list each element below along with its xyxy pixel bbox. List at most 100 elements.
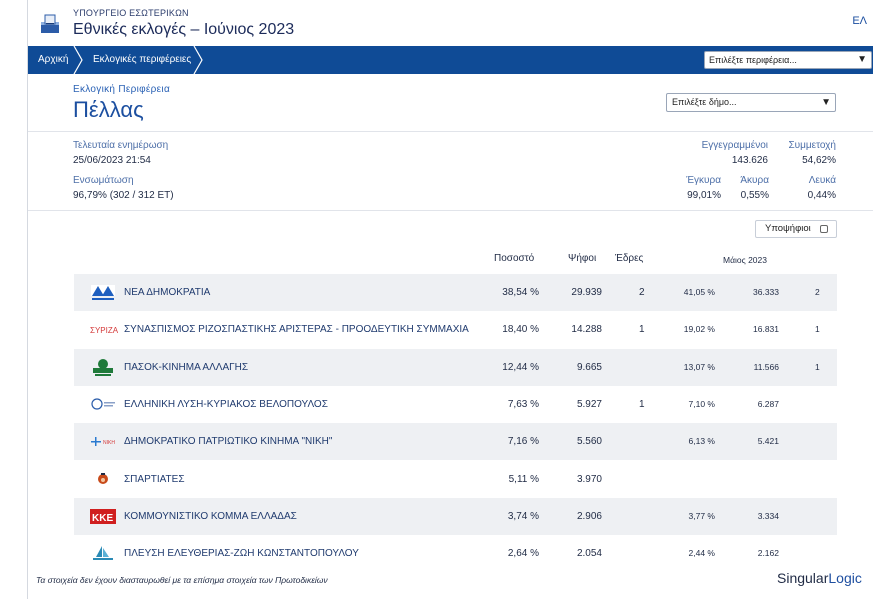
brand-logo-part: Singular	[777, 570, 829, 586]
party-votes: 29.939	[571, 287, 602, 298]
party-percent: 7,16 %	[507, 436, 539, 448]
party-row[interactable]: ΣΥΡΙΖΑ ΣΥΝΑΣΠΙΣΜΟΣ ΡΙΖΟΣΠΑΣΤΙΚΗΣ ΑΡΙΣΤΕΡΑ…	[74, 311, 837, 348]
party-percent: 3,74 %	[507, 510, 539, 522]
region-label: Εκλογική Περιφέρεια	[73, 84, 171, 95]
candidates-toggle-label: Υποψήφιοι	[765, 223, 811, 234]
region-name: Πέλλας	[73, 97, 144, 122]
page-header: ΥΠΟΥΡΓΕΙΟ ΕΣΩΤΕΡΙΚΩΝ Εθνικές εκλογές – Ι…	[28, 0, 873, 46]
checkbox-icon[interactable]	[820, 225, 828, 233]
party-prev-votes: 5.421	[757, 436, 779, 447]
last-update-label: Τελευταία ενημέρωση	[73, 140, 169, 151]
spartiates-logo	[88, 470, 118, 489]
breadcrumb-regions[interactable]: Εκλογικές περιφέρειες	[93, 54, 192, 65]
brand-logo-part: Logic	[828, 570, 862, 586]
party-votes: 14.288	[571, 324, 602, 336]
party-seats: 1	[639, 324, 645, 336]
party-prev-votes: 3.334	[757, 510, 779, 521]
party-name[interactable]: ΣΠΑΡΤΙΑΤΕΣ	[124, 473, 185, 485]
party-row[interactable]: ΠΛΕΥΣΗ ΕΛΕΥΘΕΡΙΑΣ-ΖΩΗ ΚΩΝΣΤΑΝΤΟΠΟΥΛΟΥ 2,6…	[74, 535, 837, 572]
registered-label: Εγγεγραμμένοι	[701, 140, 768, 151]
party-row[interactable]: ΣΠΑΡΤΙΑΤΕΣ 5,11 % 3.970	[74, 461, 837, 498]
party-prev-percent: 41,05 %	[683, 287, 715, 297]
party-percent: 38,54 %	[502, 287, 539, 298]
party-percent: 5,11 %	[508, 473, 539, 485]
party-prev-percent: 6,13 %	[688, 436, 715, 447]
blank-value: 0,44%	[807, 190, 836, 201]
valid-value: 99,01%	[687, 190, 721, 201]
ministry-label: ΥΠΟΥΡΓΕΙΟ ΕΣΩΤΕΡΙΚΩΝ	[73, 8, 189, 18]
results-page: ΥΠΟΥΡΓΕΙΟ ΕΣΩΤΕΡΙΚΩΝ Εθνικές εκλογές – Ι…	[27, 0, 873, 599]
party-name[interactable]: ΠΑΣΟΚ-ΚΙΝΗΜΑ ΑΛΛΑΓΗΣ	[124, 361, 249, 373]
party-percent: 12,44 %	[502, 361, 539, 373]
party-prev-seats: 1	[815, 361, 820, 372]
syriza-logo: ΣΥΡΙΖΑ	[88, 320, 119, 339]
party-prev-votes: 11.566	[753, 361, 779, 372]
party-prev-votes: 36.333	[753, 287, 779, 297]
turnout-value: 54,62%	[802, 155, 836, 166]
region-select[interactable]: Επιλέξτε περιφέρεια... ▼	[704, 51, 872, 69]
breadcrumb-home[interactable]: Αρχική	[38, 54, 69, 65]
registered-value: 143.626	[731, 155, 768, 166]
party-prev-percent: 7,10 %	[688, 398, 715, 409]
chevron-right-icon	[73, 46, 83, 74]
party-name[interactable]: ΚΟΜΜΟΥΝΙΣΤΙΚΟ ΚΟΜΜΑ ΕΛΛΑΔΑΣ	[124, 510, 297, 522]
integration-label: Ενσωμάτωση	[73, 175, 134, 186]
col-header-votes: Ψήφοι	[568, 253, 597, 264]
party-votes: 3.970	[576, 473, 602, 485]
party-prev-percent: 19,02 %	[683, 324, 715, 335]
party-seats: 2	[639, 287, 645, 298]
party-prev-percent: 13,07 %	[683, 361, 715, 372]
region-select-value: Επιλέξτε περιφέρεια...	[709, 55, 797, 65]
brand-logo: SingularLogic	[777, 570, 862, 586]
municipality-select[interactable]: Επιλέξτε δήμο... ▼	[666, 93, 836, 112]
page-title: Εθνικές εκλογές – Ιούνιος 2023	[73, 21, 295, 38]
party-percent: 7,63 %	[507, 398, 539, 410]
turnout-label: Συμμετοχή	[788, 140, 836, 151]
niki-logo: ΝΙΚΗ	[88, 432, 118, 451]
party-row[interactable]: ΕΛΛΗΝΙΚΗ ΛΥΣΗ-ΚΥΡΙΑΚΟΣ ΒΕΛΟΠΟΥΛΟΣ 7,63 % 5…	[74, 386, 837, 423]
nd-logo	[88, 283, 118, 302]
invalid-label: Άκυρα	[740, 175, 769, 186]
ballot-box-icon	[41, 14, 59, 33]
kke-logo: ΚΚΕ	[88, 507, 118, 526]
party-prev-votes: 16.831	[753, 324, 779, 335]
plefsi-logo	[88, 544, 118, 563]
party-prev-seats: 1	[815, 324, 820, 335]
party-name[interactable]: ΣΥΝΑΣΠΙΣΜΟΣ ΡΙΖΟΣΠΑΣΤΙΚΗΣ ΑΡΙΣΤΕΡΑΣ - ΠΡ…	[124, 324, 469, 336]
svg-text:ΣΥΡΙΖΑ: ΣΥΡΙΖΑ	[90, 326, 118, 335]
language-switch[interactable]: ΕΛ	[852, 15, 867, 27]
party-name[interactable]: ΕΛΛΗΝΙΚΗ ΛΥΣΗ-ΚΥΡΙΑΚΟΣ ΒΕΛΟΠΟΥΛΟΣ	[124, 398, 328, 410]
pasok-logo	[88, 358, 118, 377]
chevron-right-icon	[193, 46, 203, 74]
candidates-toggle[interactable]: Υποψήφιοι	[755, 220, 837, 238]
party-row[interactable]: ΝΕΑ ΔΗΜΟΚΡΑΤΙΑ 38,54 % 29.939 2 41,05 % 36.33…	[74, 274, 837, 311]
party-percent: 2,64 %	[507, 548, 539, 560]
valid-label: Έγκυρα	[686, 175, 721, 186]
party-prev-percent: 3,77 %	[688, 510, 715, 521]
party-name[interactable]: ΔΗΜΟΚΡΑΤΙΚΟ ΠΑΤΡΙΩΤΙΚΟ ΚΙΝΗΜΑ "ΝΙΚΗ"	[124, 436, 333, 448]
party-seats: 1	[639, 398, 645, 410]
party-votes: 5.560	[576, 436, 602, 448]
party-row[interactable]: ΠΑΣΟΚ-ΚΙΝΗΜΑ ΑΛΛΑΓΗΣ 12,44 % 9.665 13,07 % 1…	[74, 348, 837, 386]
svg-text:ΚΚΕ: ΚΚΕ	[92, 513, 113, 524]
party-prev-votes: 6.287	[757, 398, 779, 409]
party-votes: 5.927	[576, 398, 602, 410]
party-votes: 2.906	[576, 510, 602, 522]
invalid-value: 0,55%	[740, 190, 769, 201]
party-prev-votes: 2.162	[757, 548, 779, 559]
col-header-seats: Έδρες	[615, 253, 644, 264]
party-votes: 9.665	[576, 361, 602, 373]
col-header-previous: Μάιος 2023	[723, 255, 767, 265]
party-row[interactable]: ΚΚΕ ΚΟΜΜΟΥΝΙΣΤΙΚΟ ΚΟΜΜΑ ΕΛΛΑΔΑΣ 3,74 % 2.90…	[74, 497, 837, 535]
elliniki-lysi-logo	[88, 395, 118, 414]
municipality-select-value: Επιλέξτε δήμο...	[672, 97, 737, 107]
disclaimer-note: Τα στοιχεία δεν έχουν διασταυρωθεί με τα…	[36, 575, 328, 585]
party-percent: 18,40 %	[502, 324, 539, 336]
party-name[interactable]: ΝΕΑ ΔΗΜΟΚΡΑΤΙΑ	[124, 287, 211, 298]
divider	[28, 210, 873, 211]
party-name[interactable]: ΠΛΕΥΣΗ ΕΛΕΥΘΕΡΙΑΣ-ΖΩΗ ΚΩΝΣΤΑΝΤΟΠΟΥΛΟΥ	[124, 548, 359, 560]
party-row[interactable]: ΝΙΚΗ ΔΗΜΟΚΡΑΤΙΚΟ ΠΑΤΡΙΩΤΙΚΟ ΚΙΝΗΜΑ "ΝΙΚΗ"…	[74, 423, 837, 461]
divider	[28, 131, 873, 132]
integration-value: 96,79% (302 / 312 ΕΤ)	[73, 190, 174, 201]
blank-label: Λευκά	[808, 175, 836, 186]
